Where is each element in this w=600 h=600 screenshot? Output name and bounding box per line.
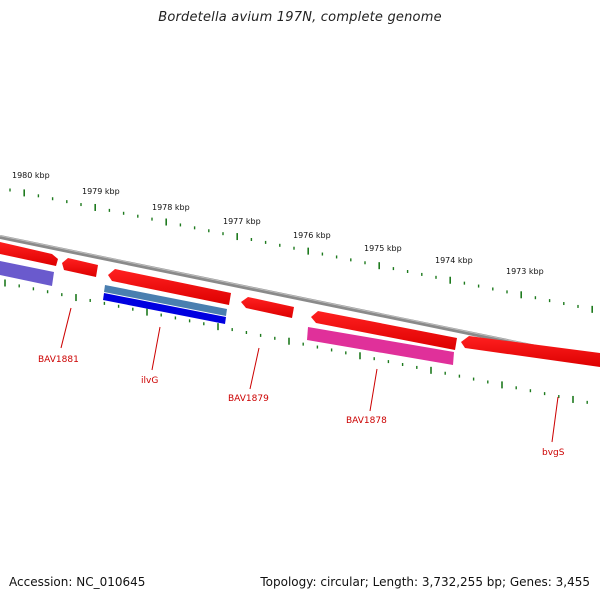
gene-leader-line: [551, 396, 559, 443]
scale-tick-label: 1980 kbp: [12, 171, 50, 180]
gene-arrow[interactable]: [461, 336, 600, 367]
feature-bar-blue[interactable]: [103, 293, 226, 324]
inner-scale-ticks: [4, 279, 588, 404]
secondary-features: [0, 261, 454, 365]
gene-arrow[interactable]: [108, 269, 231, 305]
gene-label[interactable]: bvgS: [542, 448, 565, 458]
gene-arrow[interactable]: [62, 258, 98, 277]
outer-scale-ticks: [9, 188, 594, 313]
gene-arrow[interactable]: [241, 297, 294, 318]
feature-bar-magenta[interactable]: [307, 327, 454, 365]
gene-label-leaders: [60, 307, 559, 443]
map-title: Bordetella avium 197N, complete genome: [158, 10, 442, 25]
genome-summary: Topology: circular; Length: 3,732,255 bp…: [260, 575, 590, 589]
scale-tick-label: 1974 kbp: [435, 256, 473, 265]
accession-label: Accession: NC_010645: [9, 575, 146, 589]
scale-tick-label: 1977 kbp: [223, 217, 261, 226]
scale-tick-label: 1978 kbp: [152, 203, 190, 212]
feature-bar-steel[interactable]: [104, 285, 227, 316]
gene-label[interactable]: BAV1881: [38, 355, 79, 365]
gene-arrow[interactable]: [0, 242, 58, 266]
scale-tick-labels: 1980 kbp 1979 kbp 1978 kbp 1977 kbp 1976 kbp…: [12, 171, 544, 276]
gene-leader-line: [249, 347, 260, 390]
forward-strand-features: [0, 242, 600, 367]
scale-tick-label: 1975 kbp: [364, 244, 402, 253]
gene-leader-line: [369, 368, 378, 412]
scale-tick-label: 1976 kbp: [293, 231, 331, 240]
gene-leader-line: [60, 307, 72, 349]
gene-label[interactable]: ilvG: [141, 376, 158, 386]
gene-arrow[interactable]: [311, 311, 457, 350]
feature-bar-purple[interactable]: [0, 261, 54, 286]
genome-backbone: [0, 235, 600, 362]
gene-label[interactable]: BAV1879: [228, 394, 269, 404]
gene-labels: BAV1881 ilvG BAV1879 BAV1878 bvgS: [38, 355, 565, 458]
scale-tick-label: 1979 kbp: [82, 187, 120, 196]
gene-leader-line: [151, 326, 161, 371]
genome-backbone-highlight: [0, 235, 600, 360]
scale-tick-label: 1973 kbp: [506, 267, 544, 276]
gene-label[interactable]: BAV1878: [346, 416, 387, 426]
